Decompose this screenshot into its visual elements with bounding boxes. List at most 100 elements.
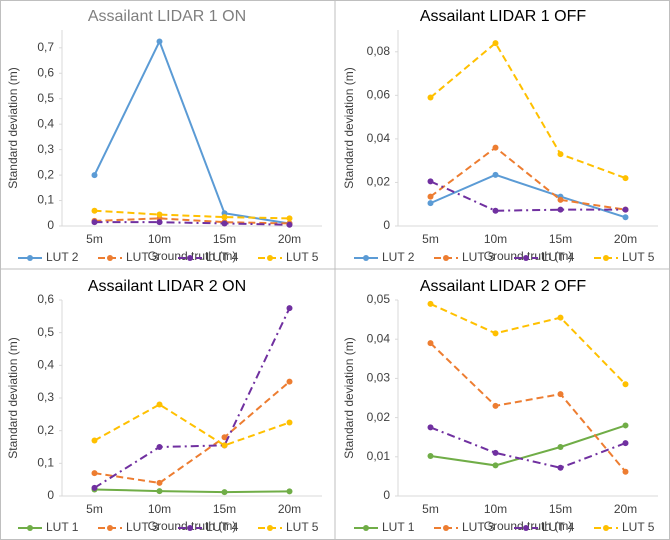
point (427, 300, 434, 307)
y-axis-label: Standard deviation (m) (342, 67, 356, 188)
point (427, 200, 434, 207)
legend-marker (363, 525, 369, 531)
legend-label: LUT 3 (126, 520, 159, 534)
point (221, 220, 228, 227)
point (622, 206, 629, 213)
point (427, 94, 434, 101)
point (557, 196, 564, 203)
x-tick-label: 5m (86, 232, 103, 246)
series-line (94, 221, 290, 226)
point (221, 489, 228, 496)
legend-label: LUT 4 (542, 520, 575, 534)
y-tick-label: 0,04 (367, 331, 391, 345)
x-tick-label: 10m (484, 232, 507, 246)
point (91, 219, 98, 226)
legend-marker (267, 255, 273, 261)
y-tick-label: 0,02 (367, 175, 391, 189)
point (286, 488, 293, 495)
chart-title: Assailant LIDAR 1 OFF (420, 8, 587, 25)
point (427, 340, 434, 347)
point (221, 434, 228, 441)
point (286, 221, 293, 228)
legend-marker (603, 525, 609, 531)
point (557, 444, 564, 450)
point (492, 207, 499, 214)
legend-marker (523, 525, 529, 531)
x-tick-label: 20m (278, 232, 301, 246)
x-tick-label: 15m (213, 232, 236, 246)
x-tick-label: 10m (148, 502, 171, 516)
y-tick-label: 0,5 (37, 91, 54, 105)
point (492, 402, 499, 409)
legend-marker (187, 255, 193, 261)
legend-label: LUT 5 (286, 250, 319, 264)
y-tick-label: 0,3 (37, 142, 54, 156)
point (557, 464, 564, 471)
point (91, 207, 98, 214)
series-line (430, 424, 626, 467)
point (492, 449, 499, 456)
y-tick-label: 0,4 (37, 116, 54, 130)
x-tick-label: 5m (86, 502, 103, 516)
point (156, 219, 163, 226)
series-line (94, 403, 290, 447)
y-tick-label: 0,1 (37, 456, 54, 470)
point (622, 440, 629, 447)
point (286, 378, 293, 385)
legend-label: LUT 1 (382, 520, 415, 534)
y-tick-label: 0,3 (37, 390, 54, 404)
legend-marker (523, 255, 529, 261)
legend-label: LUT 4 (206, 520, 239, 534)
legend-label: LUT 3 (126, 250, 159, 264)
y-tick-label: 0,4 (37, 358, 54, 372)
x-tick-label: 15m (213, 502, 236, 516)
point (492, 144, 499, 151)
point (492, 171, 499, 178)
chart-title: Assailant LIDAR 1 ON (88, 8, 246, 25)
point (622, 214, 629, 221)
legend-label: LUT 4 (542, 250, 575, 264)
point (622, 468, 629, 475)
legend-label: LUT 5 (622, 250, 655, 264)
series-line (430, 173, 626, 219)
point (221, 214, 228, 221)
x-tick-label: 20m (614, 502, 637, 516)
x-tick-label: 20m (278, 502, 301, 516)
point (91, 484, 98, 491)
x-tick-label: 15m (549, 502, 572, 516)
y-tick-label: 0,2 (37, 167, 54, 181)
legend-marker (27, 255, 33, 261)
chart-title: Assailant LIDAR 2 OFF (420, 278, 587, 295)
x-tick-label: 15m (549, 232, 572, 246)
point (492, 462, 499, 469)
legend-marker (187, 525, 193, 531)
y-tick-label: 0,02 (367, 410, 391, 424)
point (622, 422, 629, 429)
series-line (94, 380, 291, 484)
legend-label: LUT 2 (382, 250, 415, 264)
legend-label: LUT 4 (206, 250, 239, 264)
legend-marker (603, 255, 609, 261)
legend-label: LUT 3 (462, 520, 495, 534)
legend-label: LUT 3 (462, 250, 495, 264)
series-line (429, 342, 627, 473)
point (557, 206, 564, 213)
x-tick-label: 5m (422, 502, 439, 516)
point (91, 437, 98, 444)
legend-marker (107, 525, 113, 531)
y-tick-label: 0 (47, 488, 54, 502)
series-line (94, 488, 290, 494)
y-tick-label: 0,1 (37, 193, 54, 207)
y-tick-label: 0,2 (37, 423, 54, 437)
point (286, 419, 293, 426)
point (286, 215, 293, 222)
point (622, 381, 629, 388)
y-tick-label: 0 (383, 218, 390, 232)
x-tick-label: 10m (148, 232, 171, 246)
point (156, 488, 163, 495)
legend-marker (443, 255, 449, 261)
point (156, 401, 163, 408)
y-tick-label: 0,01 (367, 449, 391, 463)
point (286, 305, 293, 312)
